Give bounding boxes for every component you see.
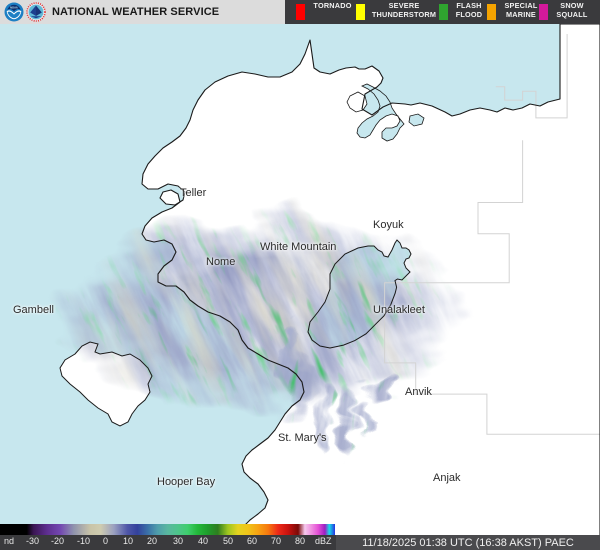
svg-text:NOAA: NOAA xyxy=(10,5,18,9)
